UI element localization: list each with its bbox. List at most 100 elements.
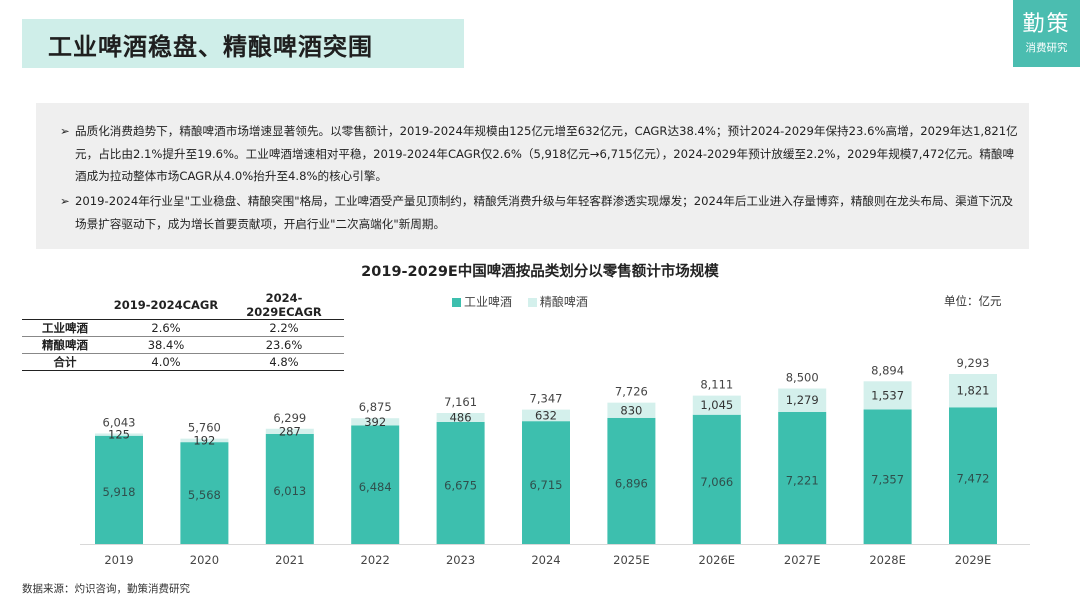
cagr-table: 2019-2024CAGR 2024-2029ECAGR 工业啤酒 2.6% 2… [22,291,344,371]
x-tick-label: 2021 [275,553,304,567]
cagr-header-2024-2029: 2024-2029ECAGR [224,291,344,320]
bar-label-industrial: 6,715 [530,478,563,492]
bar-label-industrial: 6,896 [615,476,648,490]
bar-label-craft: 830 [620,403,642,417]
x-tick-label: 2020 [190,553,219,567]
summary-bullet-1: ➢ 品质化消费趋势下，精酿啤酒市场增速显著领先。以零售额计，2019-2024年… [60,120,1020,188]
cagr-table-header: 2019-2024CAGR 2024-2029ECAGR [22,291,344,320]
bar-craft [265,428,314,435]
page-title: 工业啤酒稳盘、精酿啤酒突围 [48,33,373,61]
bar-label-industrial: 5,568 [188,488,221,502]
bar-label-industrial: 6,013 [273,484,306,498]
chart-title: 2019-2029E中国啤酒按品类划分以零售额计市场规模 [361,264,719,280]
bar-industrial [607,417,656,544]
bar-label-total: 7,347 [530,392,563,406]
logo-subtitle: 消费研究 [1025,42,1068,54]
bar-craft [180,438,229,443]
bar-craft [95,433,143,436]
bar-craft [863,381,912,410]
x-tick-label: 2024 [531,553,560,567]
bar-label-industrial: 7,357 [871,472,904,486]
cagr-value: 4.0% [108,353,224,371]
bar-label-craft: 1,045 [700,398,733,412]
bar-label-industrial: 7,066 [700,475,733,489]
bar-label-craft: 1,537 [871,388,904,402]
bar-label-craft: 1,279 [786,393,819,407]
legend-swatch-industrial [452,298,461,307]
logo-name: 勤策 [1022,12,1071,37]
arrow-bullet-icon: ➢ [60,194,70,208]
bar-label-craft: 1,821 [957,384,990,398]
bar-label-craft: 632 [535,408,557,422]
bar-label-craft: 125 [108,428,130,442]
bar-label-craft: 192 [193,433,215,447]
bar-label-craft: 287 [279,424,301,438]
table-row: 合计 4.0% 4.8% [22,353,344,371]
chart-legend: 工业啤酒 精酿啤酒 [452,293,600,310]
x-tick-label: 2019 [104,553,133,567]
bar-industrial [180,442,229,544]
bar-industrial [863,409,912,544]
bar-label-craft: 486 [450,410,472,424]
legend-label-craft: 精酿啤酒 [539,295,588,309]
summary-bullet-2: ➢ 2019-2024年行业呈"工业稳盘、精酿突围"格局，工业啤酒受产量见顶制约… [60,190,1020,235]
bar-label-craft: 392 [364,415,386,429]
bar-industrial [265,434,314,544]
title-band: 工业啤酒稳盘、精酿啤酒突围 [22,19,464,68]
bar-industrial [522,421,570,544]
cagr-value: 2.2% [224,319,344,337]
x-tick-label: 2028E [869,553,906,567]
bar-industrial [949,407,997,544]
unit-label: 单位：亿元 [944,294,1002,308]
x-tick-label: 2029E [955,553,992,567]
x-tick-label: 2025E [613,553,650,567]
x-tick-label: 2027E [784,553,821,567]
bar-label-total: 8,111 [700,378,733,392]
bar-industrial [351,425,400,544]
bar-label-total: 5,760 [188,421,221,435]
cagr-value: 4.8% [224,353,344,371]
bar-label-industrial: 6,484 [359,480,392,494]
cagr-row-label: 工业啤酒 [22,319,108,337]
bar-industrial [692,414,741,544]
bar-craft [949,374,997,408]
bar-craft [607,402,656,418]
bar-craft [522,409,570,422]
summary-box: ➢ 品质化消费趋势下，精酿啤酒市场增速显著领先。以零售额计，2019-2024年… [36,103,1029,249]
x-tick-label: 2026E [699,553,736,567]
legend-item-craft: 精酿啤酒 [527,295,588,309]
data-source: 数据来源：灼识咨询，勤策消费研究 [22,583,190,595]
cagr-header-2019-2024: 2019-2024CAGR [108,291,224,320]
brand-logo: 勤策 消费研究 [1013,0,1080,67]
cagr-value: 2.6% [108,319,224,337]
bar-label-industrial: 6,675 [444,478,477,492]
bar-label-total: 9,293 [957,356,990,370]
bar-label-total: 7,726 [615,385,648,399]
cagr-value: 38.4% [108,336,224,354]
bar-industrial [436,421,485,544]
cagr-header-blank [22,291,108,320]
bar-industrial [778,411,827,544]
legend-label-industrial: 工业啤酒 [464,295,513,309]
bar-label-total: 8,500 [786,371,819,385]
bar-craft [778,388,827,412]
table-row: 精酿啤酒 38.4% 23.6% [22,336,344,354]
x-tick-label: 2023 [446,553,475,567]
bar-label-total: 6,043 [103,415,136,429]
bar-craft [351,418,400,426]
bar-label-total: 8,894 [871,363,904,377]
table-row: 工业啤酒 2.6% 2.2% [22,319,344,337]
cagr-row-label: 精酿啤酒 [22,336,108,354]
x-tick-label: 2022 [361,553,390,567]
summary-text-2: 2019-2024年行业呈"工业稳盘、精酿突围"格局，工业啤酒受产量见顶制约，精… [75,194,1014,231]
bar-label-total: 7,161 [444,395,477,409]
bar-craft [436,413,485,422]
bar-label-industrial: 5,918 [103,485,136,499]
bar-label-total: 6,875 [359,400,392,414]
bar-label-industrial: 7,472 [957,471,990,485]
cagr-value: 23.6% [224,336,344,354]
summary-text-1: 品质化消费趋势下，精酿啤酒市场增速显著领先。以零售额计，2019-2024年规模… [75,124,1018,183]
legend-swatch-craft [527,298,537,307]
cagr-row-label: 合计 [22,353,108,371]
